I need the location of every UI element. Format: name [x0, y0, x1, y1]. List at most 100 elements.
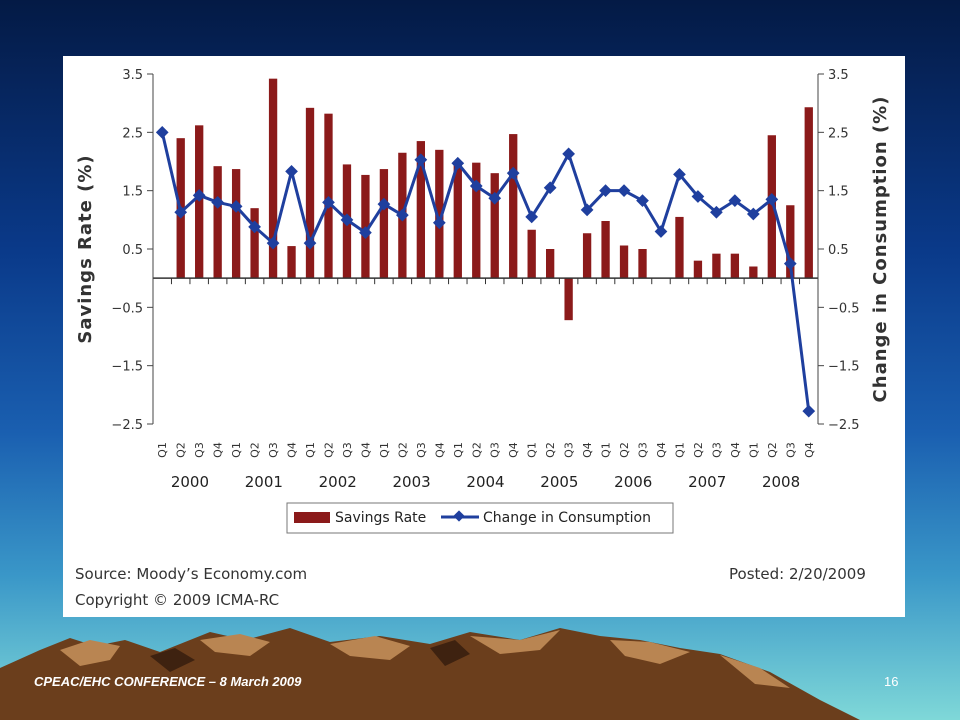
bar-savings-rate: [804, 107, 813, 279]
point-change-in-consumption: [359, 226, 372, 240]
y-tick-right-label: 1.5: [828, 185, 849, 200]
x-tick-label: Q3: [267, 442, 280, 458]
y-tick-right-label: −2.5: [828, 418, 860, 433]
bar-savings-rate: [213, 166, 222, 279]
mountain-range-illustration: [0, 628, 860, 720]
y-tick-right-label: −0.5: [828, 301, 860, 316]
y-axis-left-label: Savings Rate (%): [75, 154, 96, 343]
x-tick-label: Q2: [692, 442, 705, 458]
bar-savings-rate: [287, 246, 296, 279]
y-tick-left-label: −2.5: [111, 418, 143, 433]
point-change-in-consumption: [432, 216, 446, 230]
point-change-in-consumption: [248, 220, 261, 234]
posted-date: Posted: 2/20/2009: [729, 565, 866, 583]
bar-savings-rate: [601, 221, 610, 279]
bar-savings-rate: [619, 245, 629, 279]
x-tick-label: Q3: [784, 442, 797, 458]
bar-savings-rate: [435, 149, 444, 279]
x-tick-label: Q3: [710, 442, 723, 458]
point-change-in-consumption: [396, 208, 409, 222]
x-tick-label: Q2: [544, 442, 557, 458]
point-change-in-consumption: [266, 236, 280, 250]
x-tick-label: Q4: [433, 442, 446, 458]
bar-savings-rate: [268, 78, 278, 279]
bar-savings-rate: [564, 278, 573, 321]
bar-savings-rate: [490, 173, 499, 279]
x-tick-label: Q1: [600, 442, 613, 458]
legend-label-change-in-consumption: Change in Consumption: [483, 510, 651, 526]
point-change-in-consumption: [229, 200, 243, 213]
legend-label-savings-rate: Savings Rate: [335, 510, 426, 526]
bar-savings-rate: [509, 134, 518, 279]
x-tick-label: Q2: [249, 442, 262, 458]
bar-savings-rate: [730, 253, 740, 279]
x-tick-label: Q1: [452, 442, 465, 458]
bar-savings-rate: [675, 216, 684, 279]
point-change-in-consumption: [506, 166, 520, 180]
x-tick-label: Q3: [415, 442, 428, 458]
x-tick-label: Q1: [747, 442, 760, 458]
point-change-in-consumption: [488, 191, 502, 205]
bar-savings-rate: [305, 107, 315, 279]
bar-savings-rate: [379, 169, 389, 279]
point-change-in-consumption: [451, 156, 465, 170]
point-change-in-consumption: [192, 188, 206, 202]
bar-savings-rate: [195, 125, 204, 279]
plot-area: [153, 74, 818, 424]
x-tick-label: Q1: [156, 442, 169, 458]
savings-consumption-chart: 3.5 2.5 1.5 0.5 −0.5 −1.5 −2.5 3.5 2.5 1.5 0.5 −0.…: [75, 68, 891, 609]
x-year-label: 2000: [171, 473, 209, 491]
x-tick-label: Q2: [766, 442, 779, 458]
x-year-label: 2005: [540, 473, 578, 491]
x-year-label: 2006: [614, 473, 652, 491]
bar-savings-rate: [324, 113, 333, 279]
bar-savings-rate: [231, 169, 241, 279]
y-tick-left-label: 1.5: [122, 185, 143, 200]
point-change-in-consumption: [340, 213, 354, 227]
x-tick-label: Q2: [618, 442, 631, 458]
bar-savings-rate: [786, 205, 795, 279]
x-tick-label: Q4: [507, 442, 520, 458]
point-change-in-consumption: [174, 205, 188, 219]
bar-savings-rate: [527, 229, 536, 279]
x-tick-label: Q1: [304, 442, 317, 458]
x-tick-label: Q3: [563, 442, 576, 458]
bar-savings-rate: [767, 135, 776, 279]
bar-savings-rate: [749, 266, 758, 279]
y-tick-left-label: 0.5: [122, 243, 143, 258]
x-tick-label: Q3: [637, 442, 650, 458]
bar-savings-rate: [472, 162, 481, 279]
y-tick-right-label: 0.5: [828, 243, 849, 258]
x-tick-label: Q2: [396, 442, 409, 458]
x-tick-label: Q3: [489, 442, 502, 458]
x-year-label: 2007: [688, 473, 726, 491]
point-change-in-consumption: [155, 125, 169, 139]
bar-savings-rate: [545, 249, 555, 279]
bar-savings-rate: [638, 249, 647, 279]
x-tick-label: Q4: [581, 442, 594, 458]
y-tick-right-label: 3.5: [828, 68, 849, 83]
bar-savings-rate: [693, 260, 703, 279]
x-tick-label: Q3: [193, 442, 206, 458]
x-tick-label: Q1: [526, 442, 539, 458]
x-tick-label: Q1: [378, 442, 391, 458]
bar-savings-rate: [250, 208, 259, 279]
x-year-label: 2004: [466, 473, 504, 491]
slide-page-number: 16: [884, 674, 899, 689]
y-tick-right-label: −1.5: [828, 360, 860, 375]
x-tick-label: Q4: [359, 442, 372, 458]
bar-savings-rate: [416, 141, 426, 279]
chart-panel: 3.5 2.5 1.5 0.5 −0.5 −1.5 −2.5 3.5 2.5 1.5 0.5 −0.…: [63, 56, 905, 617]
x-tick-label: Q2: [470, 442, 483, 458]
legend-swatch-savings-rate: [294, 512, 330, 523]
y-tick-left-label: 2.5: [122, 126, 143, 141]
x-tick-label: Q2: [175, 442, 188, 458]
x-tick-label: Q1: [230, 442, 243, 458]
x-tick-label: Q4: [729, 442, 742, 458]
legend: Savings Rate Change in Consumption: [286, 502, 674, 534]
point-change-in-consumption: [414, 153, 428, 167]
x-tick-label: Q4: [655, 442, 668, 458]
y-tick-left-label: 3.5: [122, 68, 143, 83]
legend-marker-change-in-consumption: [453, 510, 465, 522]
